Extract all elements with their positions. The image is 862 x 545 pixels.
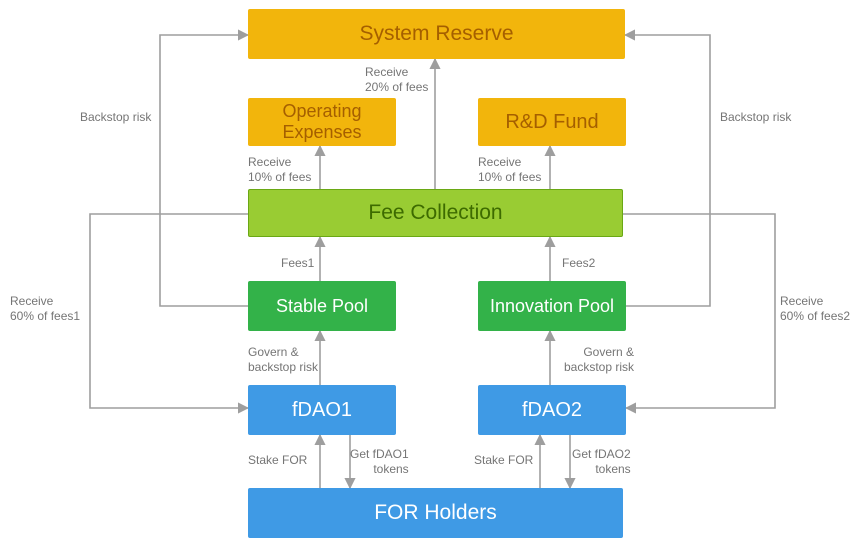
edge-stable-to-sys-l <box>160 35 248 306</box>
node-label: fDAO1 <box>292 399 352 422</box>
edge-fee-to-fdao1 <box>90 214 248 408</box>
label-govern-r: Govern & backstop risk <box>564 345 634 375</box>
label-receive-10-l: Receive 10% of fees <box>248 155 311 185</box>
node-label: System Reserve <box>359 22 513 46</box>
edges-layer <box>0 0 862 545</box>
label-stake-r: Stake FOR <box>474 453 533 468</box>
label-get-fdao2: Get fDAO2 tokens <box>572 447 631 477</box>
node-innovation-pool: Innovation Pool <box>478 281 626 331</box>
node-label: Operating Expenses <box>282 101 361 142</box>
label-fees1: Fees1 <box>281 256 314 271</box>
label-backstop-l: Backstop risk <box>80 110 151 125</box>
node-system-reserve: System Reserve <box>248 9 625 59</box>
node-label: R&D Fund <box>505 111 598 134</box>
label-receive-20: Receive 20% of fees <box>365 65 428 95</box>
edge-innov-to-sys-r <box>625 35 710 306</box>
node-fee-collection: Fee Collection <box>248 189 623 237</box>
node-rd-fund: R&D Fund <box>478 98 626 146</box>
node-fdao2: fDAO2 <box>478 385 626 435</box>
label-receive-60-l: Receive 60% of fees1 <box>10 294 80 324</box>
node-label: Innovation Pool <box>490 296 614 317</box>
node-label: Stable Pool <box>276 296 368 317</box>
label-fees2: Fees2 <box>562 256 595 271</box>
edge-fee-to-fdao2 <box>623 214 775 408</box>
node-operating-exp: Operating Expenses <box>248 98 396 146</box>
label-stake-l: Stake FOR <box>248 453 307 468</box>
node-label: FOR Holders <box>374 501 497 525</box>
node-stable-pool: Stable Pool <box>248 281 396 331</box>
node-label: fDAO2 <box>522 399 582 422</box>
label-receive-10-r: Receive 10% of fees <box>478 155 541 185</box>
label-govern-l: Govern & backstop risk <box>248 345 318 375</box>
label-backstop-r: Backstop risk <box>720 110 791 125</box>
label-get-fdao1: Get fDAO1 tokens <box>350 447 409 477</box>
node-for-holders: FOR Holders <box>248 488 623 538</box>
node-fdao1: fDAO1 <box>248 385 396 435</box>
node-label: Fee Collection <box>368 201 502 225</box>
label-receive-60-r: Receive 60% of fees2 <box>780 294 850 324</box>
